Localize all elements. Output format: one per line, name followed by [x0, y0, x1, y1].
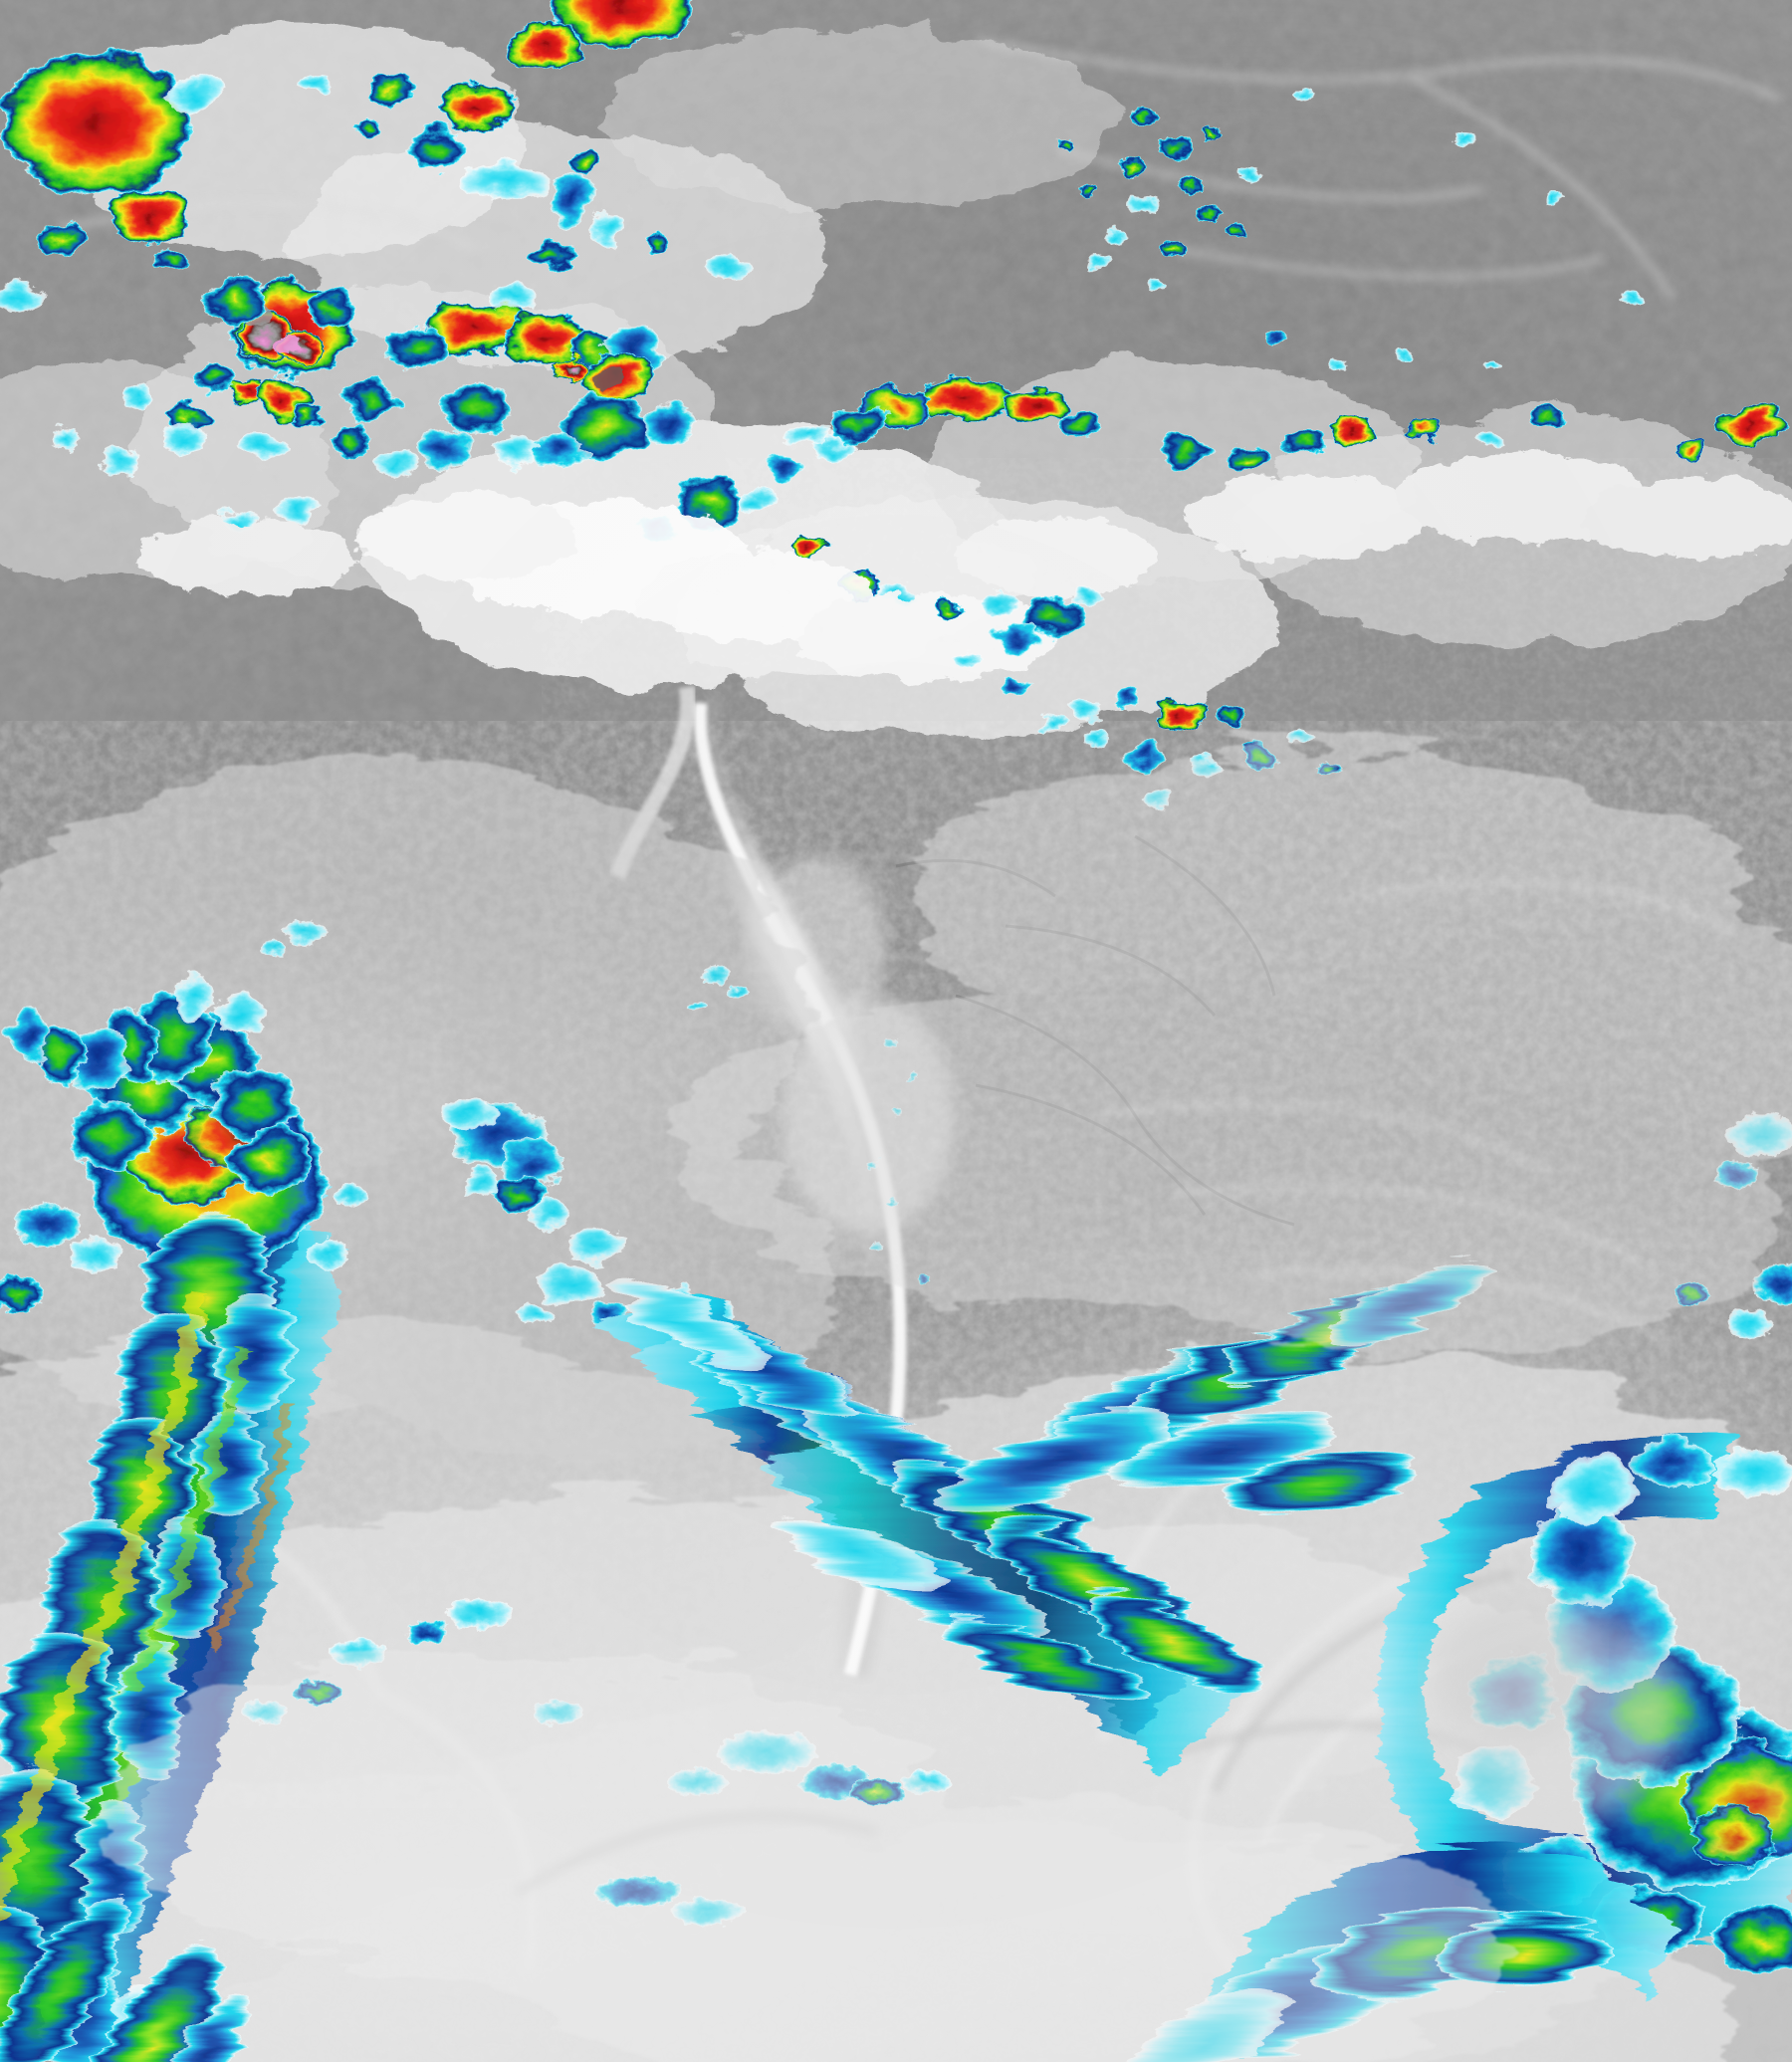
satellite-imagery-svg	[0, 0, 1792, 2062]
scanline-texture	[0, 0, 1792, 2062]
satellite-image-canvas	[0, 0, 1792, 2062]
